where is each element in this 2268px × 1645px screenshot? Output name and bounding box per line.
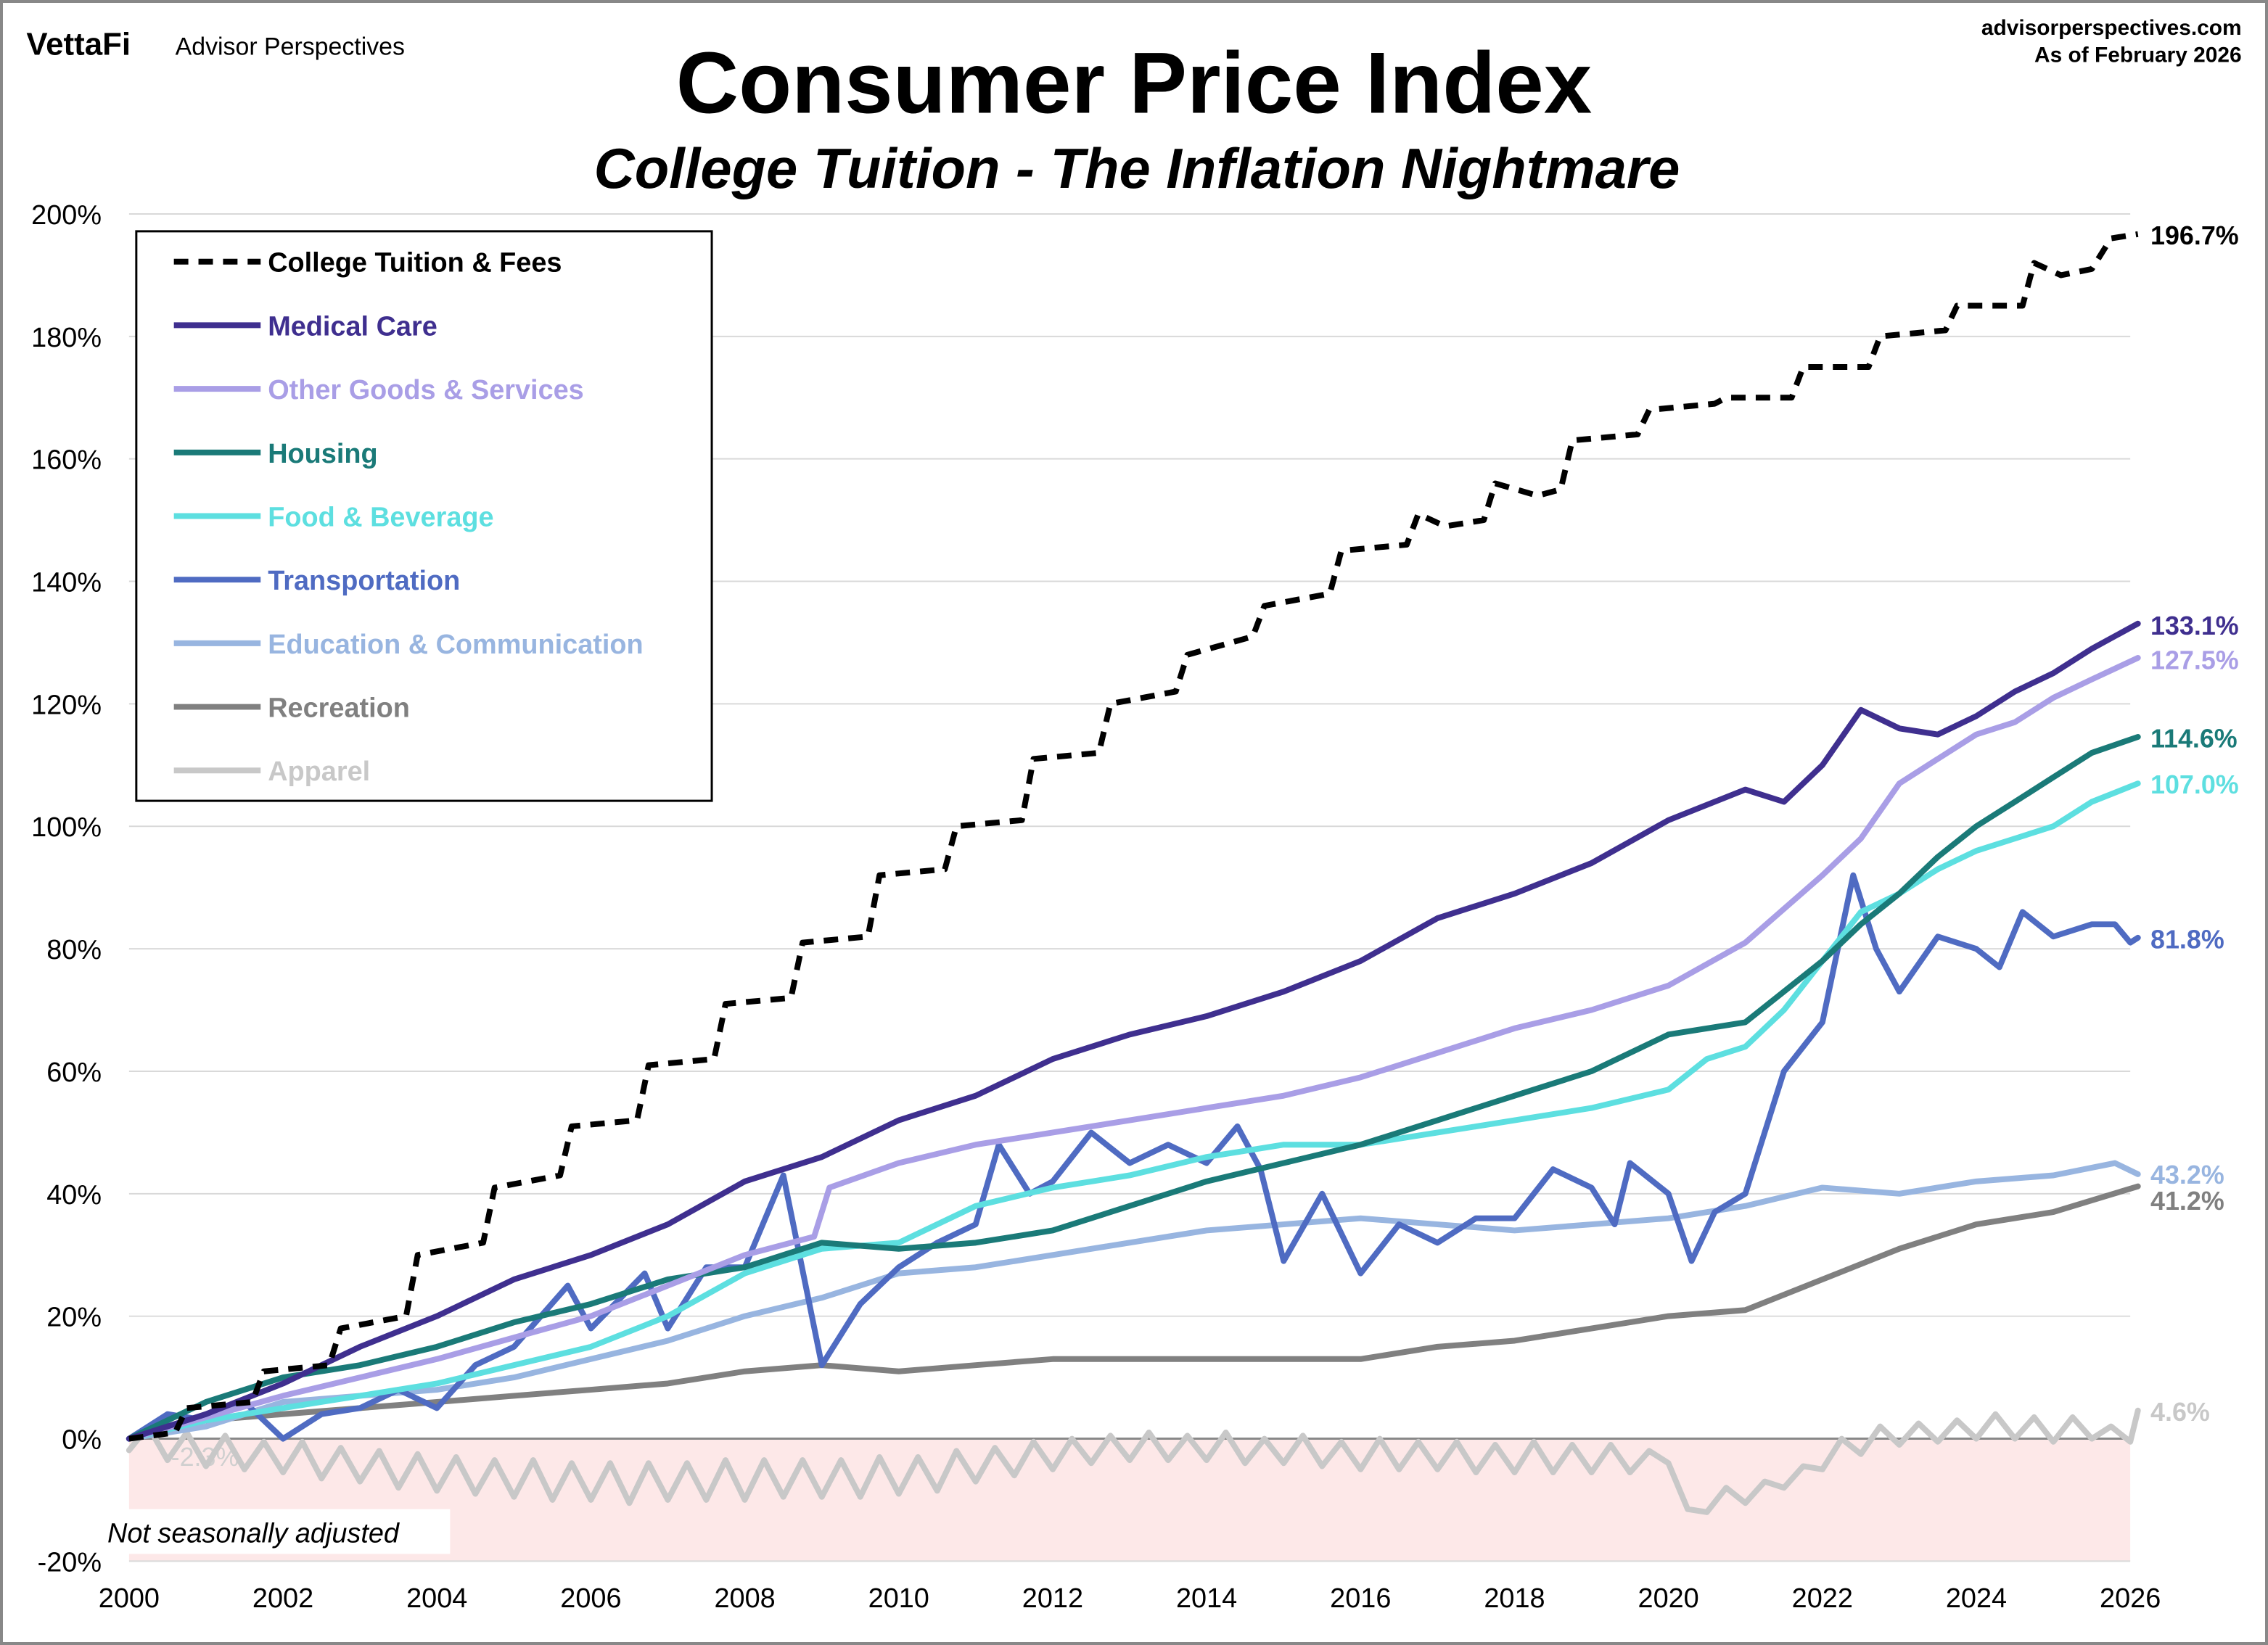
end-label: 127.5% xyxy=(2150,646,2239,675)
y-axis-ticks: -20% 0% 20% 40% 60% 80% 100% 120% 140% 160% 180% 20… xyxy=(31,200,102,1578)
x-tick-label: 2018 xyxy=(1484,1583,1545,1614)
y-tick-label: 0% xyxy=(62,1425,102,1455)
series-line-education-communication xyxy=(126,1160,2141,1442)
end-label: 196.7% xyxy=(2150,221,2239,250)
y-tick-label: -20% xyxy=(38,1547,102,1578)
end-label: 4.6% xyxy=(2150,1398,2210,1427)
y-tick-label: 20% xyxy=(46,1303,102,1333)
x-tick-label: 2014 xyxy=(1176,1583,1237,1614)
y-tick-label: 140% xyxy=(31,567,102,598)
legend: College Tuition & Fees Medical Care Other … xyxy=(135,230,713,802)
site-url: advisorperspectives.com xyxy=(1981,16,2242,40)
series-line-recreation xyxy=(126,1183,2141,1442)
seasonal-note: Not seasonally adjusted xyxy=(107,1518,400,1549)
legend-label: Transportation xyxy=(268,566,460,596)
vettafi-logo: VettaFi xyxy=(26,27,131,62)
x-tick-label: 2002 xyxy=(252,1583,313,1614)
series-line-other-goods-services xyxy=(126,655,2141,1442)
series-line-transportation xyxy=(126,872,2141,1442)
chart-title: Consumer Price Index xyxy=(676,35,1592,131)
legend-label: Housing xyxy=(268,439,377,469)
legend-label: Other Goods & Services xyxy=(268,375,584,405)
end-label: 107.0% xyxy=(2150,770,2239,799)
y-tick-label: 180% xyxy=(31,323,102,353)
x-tick-label: 2006 xyxy=(560,1583,621,1614)
y-tick-label: 60% xyxy=(46,1058,102,1088)
y-tick-label: 100% xyxy=(31,812,102,843)
y-tick-label: 80% xyxy=(46,935,102,965)
series-lines xyxy=(126,231,2141,1515)
x-tick-label: 2024 xyxy=(1946,1583,2007,1614)
x-tick-label: 2004 xyxy=(406,1583,467,1614)
logo-text: VettaFi xyxy=(26,27,131,62)
note-box xyxy=(100,1509,451,1554)
legend-label: Apparel xyxy=(268,756,370,787)
x-tick-label: 2026 xyxy=(2100,1583,2161,1614)
as-of-date: As of February 2026 xyxy=(2034,44,2242,67)
series-line-college-tuition-fees xyxy=(128,231,2139,1442)
x-axis-ticks: 2000 2002 2004 2006 2008 2010 2012 2014 2016 2018… xyxy=(99,1583,2161,1614)
chart-subtitle: College Tuition - The Inflation Nightmar… xyxy=(594,138,1680,200)
legend-label: College Tuition & Fees xyxy=(268,248,562,279)
x-tick-label: 2020 xyxy=(1638,1583,1699,1614)
y-tick-label: 40% xyxy=(46,1180,102,1211)
series-line-housing xyxy=(126,734,2141,1442)
series-line-food-beverage xyxy=(126,780,2141,1442)
series-line-medical-care xyxy=(126,620,2141,1442)
end-labels: 196.7% 133.1% 127.5% 114.6% 107.0% 81.8% 43.2%… xyxy=(2150,221,2239,1427)
x-tick-label: 2022 xyxy=(1792,1583,1853,1614)
legend-label: Education & Communication xyxy=(268,630,643,660)
end-label: 133.1% xyxy=(2150,611,2239,640)
y-tick-label: 200% xyxy=(31,200,102,231)
x-tick-label: 2012 xyxy=(1022,1583,1083,1614)
end-label: 81.8% xyxy=(2150,925,2224,954)
legend-label: Medical Care xyxy=(268,311,437,342)
end-label: 43.2% xyxy=(2150,1160,2224,1190)
y-tick-label: 160% xyxy=(31,445,102,476)
series-line-apparel xyxy=(126,1407,2141,1515)
brand-name: Advisor Perspectives xyxy=(176,33,405,61)
x-tick-label: 2000 xyxy=(99,1583,160,1614)
legend-label: Recreation xyxy=(268,693,410,724)
end-label: 41.2% xyxy=(2150,1187,2224,1216)
y-tick-label: 120% xyxy=(31,690,102,720)
x-tick-label: 2016 xyxy=(1330,1583,1391,1614)
x-tick-label: 2008 xyxy=(714,1583,775,1614)
end-label: 114.6% xyxy=(2150,724,2238,753)
x-tick-label: 2010 xyxy=(868,1583,929,1614)
legend-label: Food & Beverage xyxy=(268,502,493,532)
